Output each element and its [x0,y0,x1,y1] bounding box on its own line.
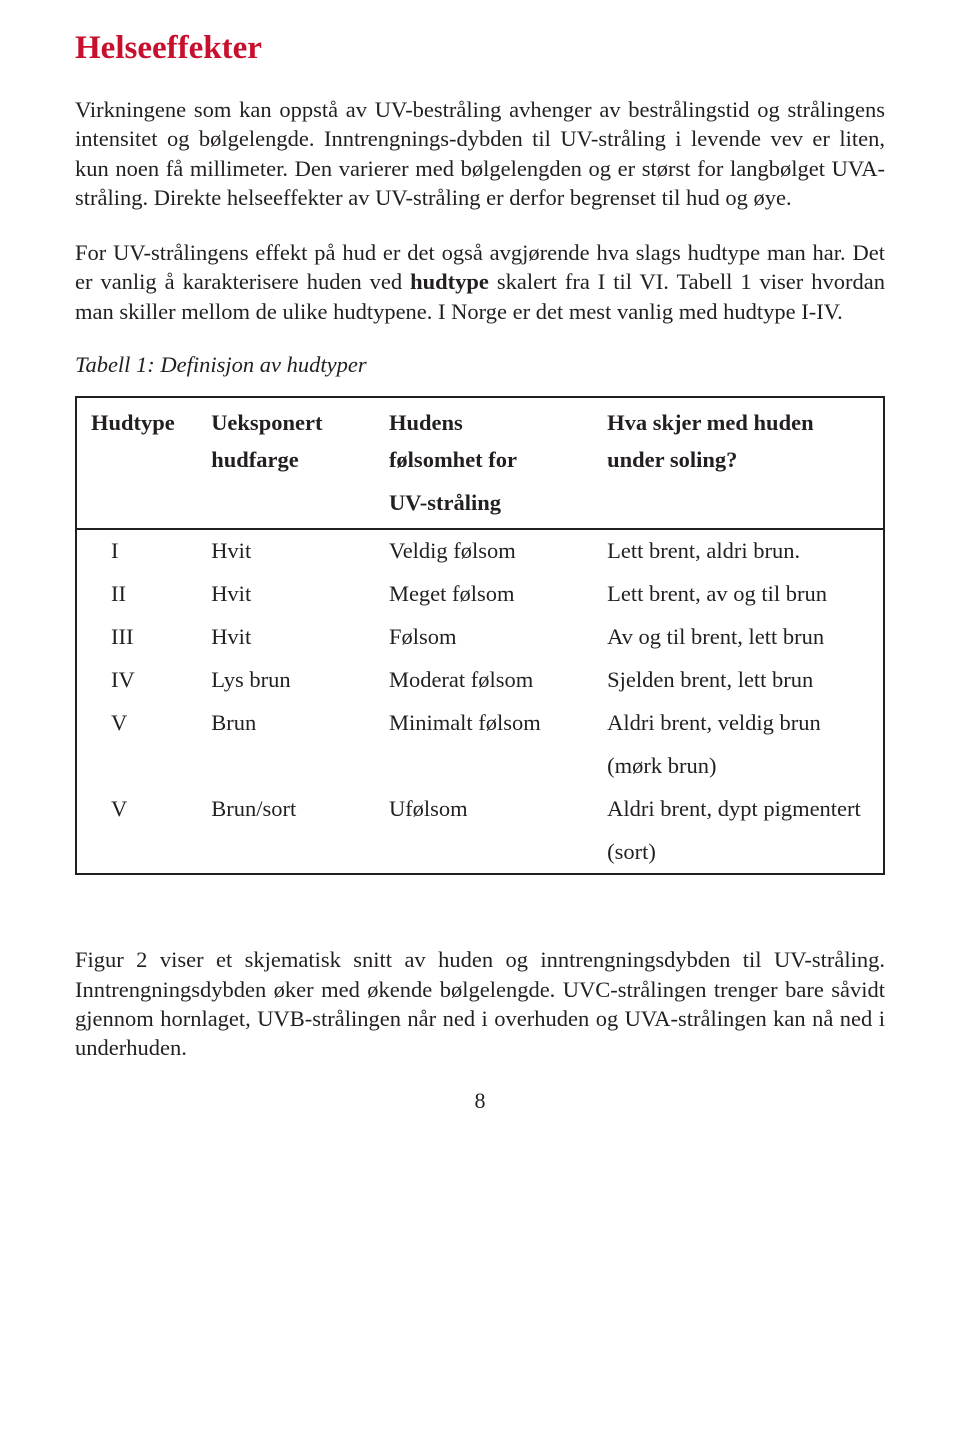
cell: Meget følsom [375,573,593,616]
cell: Aldri brent, veldig brun [593,702,884,745]
cell: Sjelden brent, lett brun [593,659,884,702]
cell: Brun [197,702,375,745]
table-row: V Brun/sort Ufølsom Aldri brent, dypt pi… [76,788,884,831]
document-page: Helseeffekter Virkningene som kan oppstå… [0,0,960,1144]
table-header-row-3: UV-stråling [76,486,884,530]
paragraph-3: Figur 2 viser et skjematisk snitt av hud… [75,945,885,1062]
cell: II [76,573,197,616]
table-header-row-2: hudfarge følsomhet for under soling? [76,443,884,486]
cell [375,831,593,875]
cell [197,745,375,788]
cell: (sort) [593,831,884,875]
table-row: III Hvit Følsom Av og til brent, lett br… [76,616,884,659]
section-heading: Helseeffekter [75,30,885,67]
cell [375,745,593,788]
cell [76,745,197,788]
th-empty-4 [593,486,884,530]
cell: Moderat følsom [375,659,593,702]
cell: Hvit [197,616,375,659]
table-row: I Hvit Veldig følsom Lett brent, aldri b… [76,529,884,573]
hudtype-table: Hudtype Ueksponert Hudens Hva skjer med … [75,396,885,876]
cell: Lett brent, av og til brun [593,573,884,616]
cell: Hvit [197,573,375,616]
table-row: (mørk brun) [76,745,884,788]
cell [197,831,375,875]
th-hudens: Hudens [375,397,593,443]
cell: V [76,702,197,745]
th-hudfarge: hudfarge [197,443,375,486]
th-empty-3 [197,486,375,530]
cell: Ufølsom [375,788,593,831]
cell: Lett brent, aldri brun. [593,529,884,573]
table-row: II Hvit Meget følsom Lett brent, av og t… [76,573,884,616]
cell: Følsom [375,616,593,659]
cell: Av og til brent, lett brun [593,616,884,659]
table-caption: Tabell 1: Definisjon av hudtyper [75,352,885,378]
cell: Veldig følsom [375,529,593,573]
th-uv-straling: UV-stråling [375,486,593,530]
table-row: V Brun Minimalt følsom Aldri brent, veld… [76,702,884,745]
page-number: 8 [75,1088,885,1114]
cell: I [76,529,197,573]
paragraph-2-bold: hudtype [410,269,489,294]
cell: V [76,788,197,831]
th-folsomhet: følsomhet for [375,443,593,486]
table-body: I Hvit Veldig følsom Lett brent, aldri b… [76,529,884,874]
cell: Minimalt følsom [375,702,593,745]
cell: Hvit [197,529,375,573]
cell: (mørk brun) [593,745,884,788]
cell: III [76,616,197,659]
cell [76,831,197,875]
th-under-soling: under soling? [593,443,884,486]
cell: Aldri brent, dypt pigmentert [593,788,884,831]
th-ueksponert: Ueksponert [197,397,375,443]
th-hudtype: Hudtype [76,397,197,443]
cell: IV [76,659,197,702]
table-header-row-1: Hudtype Ueksponert Hudens Hva skjer med … [76,397,884,443]
th-empty-1 [76,443,197,486]
paragraph-1: Virkningene som kan oppstå av UV-bestrål… [75,95,885,212]
table-row: (sort) [76,831,884,875]
table-row: IV Lys brun Moderat følsom Sjelden brent… [76,659,884,702]
paragraph-2: For UV-strålingens effekt på hud er det … [75,238,885,326]
th-empty-2 [76,486,197,530]
th-hva-skjer: Hva skjer med huden [593,397,884,443]
table-head: Hudtype Ueksponert Hudens Hva skjer med … [76,397,884,530]
cell: Lys brun [197,659,375,702]
cell: Brun/sort [197,788,375,831]
